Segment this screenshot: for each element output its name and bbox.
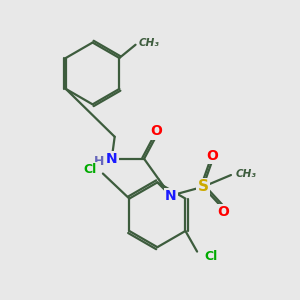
Text: O: O bbox=[150, 124, 162, 138]
Text: Cl: Cl bbox=[205, 250, 218, 262]
Text: H: H bbox=[94, 155, 104, 168]
Text: CH₃: CH₃ bbox=[139, 38, 160, 48]
Text: O: O bbox=[218, 205, 230, 219]
Text: O: O bbox=[206, 149, 218, 163]
Text: CH₃: CH₃ bbox=[236, 169, 256, 178]
Text: Cl: Cl bbox=[84, 163, 97, 176]
Text: N: N bbox=[165, 189, 176, 202]
Text: N: N bbox=[106, 152, 118, 166]
Text: S: S bbox=[197, 179, 208, 194]
